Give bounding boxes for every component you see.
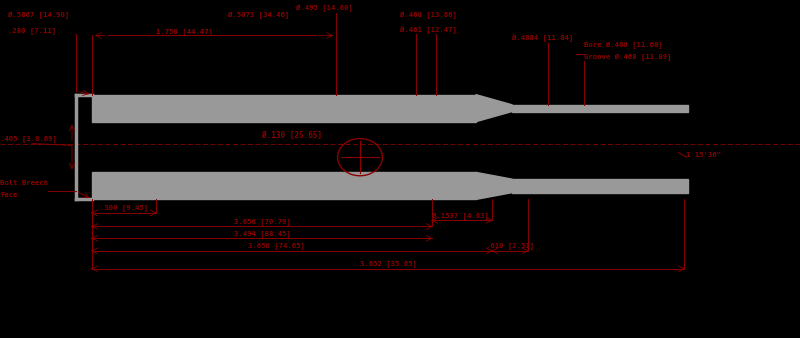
Text: Ø.5073 [34.46]: Ø.5073 [34.46] [228, 11, 290, 19]
Text: Face: Face [0, 192, 18, 198]
Text: 3.494 [88.45]: 3.494 [88.45] [234, 230, 290, 237]
Text: .610 [2.51]: .610 [2.51] [486, 242, 534, 249]
Text: Bore Ø.460 [11.68]: Bore Ø.460 [11.68] [584, 42, 662, 49]
Text: .280 [7.11]: .280 [7.11] [8, 27, 56, 34]
Text: Ø.495 [14.60]: Ø.495 [14.60] [296, 5, 353, 12]
Text: Groove Ø.468 [11.89]: Groove Ø.468 [11.89] [584, 54, 671, 61]
Text: .405 [3.8.69]: .405 [3.8.69] [0, 135, 57, 142]
Text: Bolt Breech: Bolt Breech [0, 180, 48, 186]
Polygon shape [512, 179, 688, 193]
Text: Ø.5867 [14.90]: Ø.5867 [14.90] [8, 11, 70, 19]
Text: Ø.461 [12.47]: Ø.461 [12.47] [400, 27, 457, 34]
Text: 3.656 [70.79]: 3.656 [70.79] [234, 218, 290, 225]
Text: Ø.1537 [4.63]: Ø.1537 [4.63] [432, 213, 489, 220]
Polygon shape [476, 95, 512, 122]
Text: Ø.468 [13.66]: Ø.468 [13.66] [400, 11, 457, 19]
Text: 3.652 [35.65]: 3.652 [35.65] [359, 260, 417, 267]
Text: Ø.130 [25.65]: Ø.130 [25.65] [262, 131, 322, 140]
Text: Ø.4884 [11.84]: Ø.4884 [11.84] [512, 35, 574, 42]
Polygon shape [92, 172, 476, 199]
Text: .300 [9.45]: .300 [9.45] [100, 204, 148, 211]
Text: 3.650 [74.65]: 3.650 [74.65] [247, 242, 305, 249]
Polygon shape [92, 95, 476, 122]
Polygon shape [476, 172, 512, 199]
Text: 1.750 [44.47]: 1.750 [44.47] [156, 29, 213, 35]
Text: 1 15'36": 1 15'36" [686, 152, 722, 158]
Polygon shape [512, 105, 688, 112]
